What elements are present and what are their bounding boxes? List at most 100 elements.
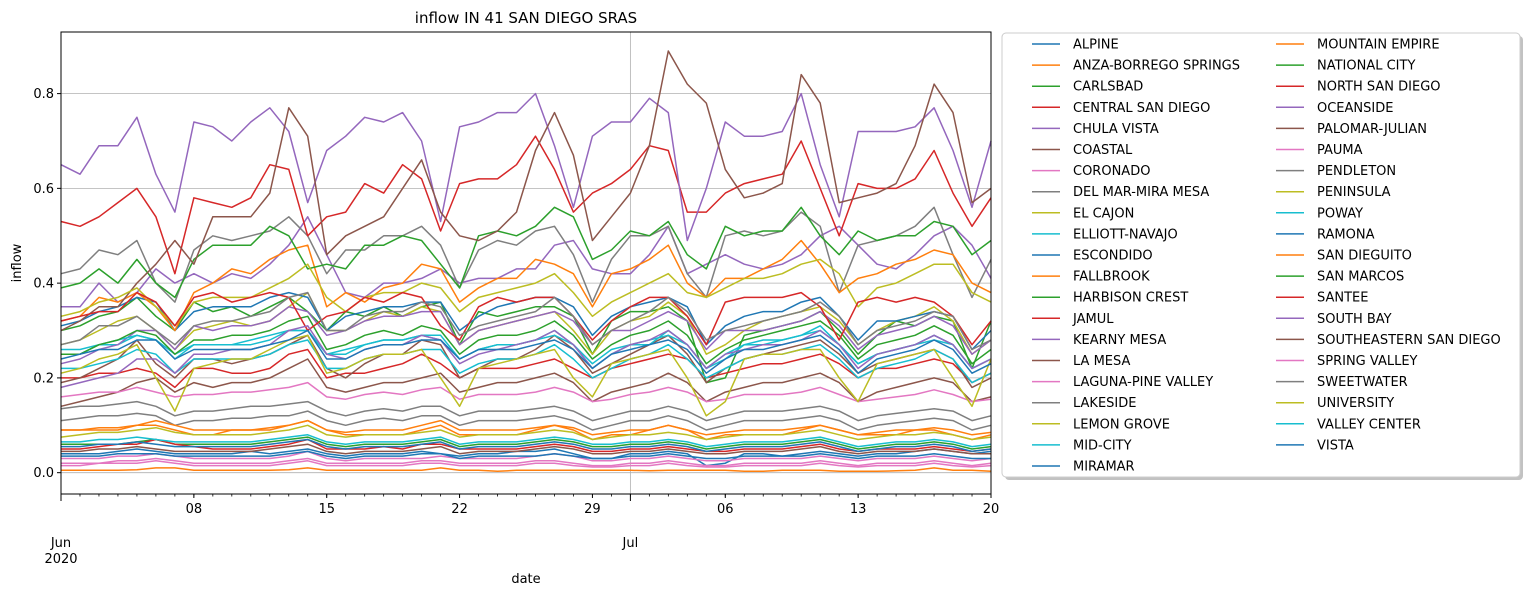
series-line-central-san-diego xyxy=(61,348,992,389)
series-line-national-city xyxy=(60,206,992,299)
y-tick-label: 0.6 xyxy=(33,182,54,197)
legend-label: VALLEY CENTER xyxy=(1317,417,1421,432)
legend-label: ESCONDIDO xyxy=(1073,249,1153,264)
x-major-tick-label: Jun xyxy=(50,536,71,551)
series-line-vista xyxy=(60,329,992,374)
legend-label: SAN MARCOS xyxy=(1317,270,1404,285)
series-line-peninsula xyxy=(60,258,992,327)
legend-label: SWEETWATER xyxy=(1317,375,1408,390)
legend-label: HARBISON CREST xyxy=(1073,291,1188,306)
x-major-tick-label: Jul xyxy=(622,536,639,551)
series-line-del-mar-mira-mesa xyxy=(60,206,992,303)
legend-label: CORONADO xyxy=(1073,164,1150,179)
legend: ALPINE ANZA-BORREGO SPRINGS CARLSBAD CENTRA… xyxy=(1001,32,1523,480)
x-tick-label: 29 xyxy=(584,502,601,517)
legend-label: SANTEE xyxy=(1317,291,1368,306)
y-tick-label: 0.8 xyxy=(33,87,54,102)
legend-label: VISTA xyxy=(1317,438,1354,453)
series-line-lemon-grove xyxy=(60,424,992,441)
x-tick-label: 13 xyxy=(850,502,867,517)
legend-label: PAUMA xyxy=(1317,143,1363,158)
legend-label: SOUTH BAY xyxy=(1317,312,1392,327)
legend-label: PENDLETON xyxy=(1317,164,1396,179)
series-line-sweetwater xyxy=(60,291,992,351)
series-line-mountain-empire xyxy=(60,239,992,332)
legend-box xyxy=(1001,32,1521,478)
legend-label: KEARNY MESA xyxy=(1073,333,1166,348)
legend-label: LAKESIDE xyxy=(1073,396,1136,411)
legend-label: RAMONA xyxy=(1317,227,1375,242)
legend-label: ELLIOTT-NAVAJO xyxy=(1073,227,1178,242)
legend-label: LAGUNA-PINE VALLEY xyxy=(1073,375,1213,390)
y-tick-label: 0.4 xyxy=(33,277,54,292)
legend-label: DEL MAR-MIRA MESA xyxy=(1073,185,1209,200)
series-line-kearny-mesa xyxy=(60,306,992,365)
series-line-university xyxy=(60,334,992,417)
legend-label: UNIVERSITY xyxy=(1317,396,1394,411)
legend-label: NORTH SAN DIEGO xyxy=(1317,80,1441,95)
series-line-pendleton xyxy=(60,400,992,422)
legend-label: JAMUL xyxy=(1072,312,1114,327)
series-lines xyxy=(60,50,992,473)
series-line-carlsbad xyxy=(60,296,992,384)
legend-label: FALLBROOK xyxy=(1073,270,1150,285)
x-axis-label: date xyxy=(511,572,540,587)
series-line-southeastern-san-diego xyxy=(61,443,991,455)
legend-label: SPRING VALLEY xyxy=(1317,354,1418,369)
series-line-harbison-crest xyxy=(61,436,992,450)
legend-label: PALOMAR-JULIAN xyxy=(1317,122,1427,137)
series-line-oceanside xyxy=(60,92,992,242)
legend-label: SOUTHEASTERN SAN DIEGO xyxy=(1317,333,1501,348)
series-line-la-mesa xyxy=(60,358,992,408)
series-line-valley-center xyxy=(61,434,992,448)
legend-label: MOUNTAIN EMPIRE xyxy=(1317,38,1440,53)
legend-label: NATIONAL CITY xyxy=(1317,59,1415,74)
series-line-coronado xyxy=(61,450,992,462)
series-line-san-dieguito xyxy=(61,419,992,436)
x-tick-label: 06 xyxy=(717,502,734,517)
legend-label: CARLSBAD xyxy=(1073,80,1143,95)
series-line-santee xyxy=(60,291,992,346)
y-tick-label: 0.2 xyxy=(33,371,54,386)
legend-label: SAN DIEGUITO xyxy=(1317,249,1412,264)
series-line-palomar-julian xyxy=(60,50,992,332)
legend-label: MID-CITY xyxy=(1073,438,1132,453)
chart-title: inflow IN 41 SAN DIEGO SRAS xyxy=(415,9,637,27)
series-line-lakeside xyxy=(60,410,992,431)
legend-label: CENTRAL SAN DIEGO xyxy=(1073,101,1210,116)
legend-label: ANZA-BORREGO SPRINGS xyxy=(1073,59,1240,74)
x-tick-label: 08 xyxy=(186,502,203,517)
legend-label: LEMON GROVE xyxy=(1073,417,1170,432)
legend-label: EL CAJON xyxy=(1073,206,1134,221)
series-line-laguna-pine-valley xyxy=(61,460,992,468)
x-tick-label: 20 xyxy=(983,502,1000,517)
series-line-spring-valley xyxy=(60,381,992,403)
x-major-tick-sublabel: 2020 xyxy=(44,552,77,567)
series-line-miramar xyxy=(61,450,991,460)
legend-label: LA MESA xyxy=(1073,354,1130,369)
series-line-north-san-diego xyxy=(60,135,992,275)
legend-label: PENINSULA xyxy=(1317,185,1391,200)
series-line-coastal xyxy=(60,334,992,389)
legend-label: COASTAL xyxy=(1073,143,1133,158)
x-tick-label: 22 xyxy=(451,502,468,517)
plot-frame xyxy=(60,31,992,495)
y-tick-label: 0.0 xyxy=(33,466,54,481)
y-axis-label: inflow xyxy=(10,243,25,282)
series-line-anza-borrego-springs xyxy=(61,467,992,473)
series-line-south-bay xyxy=(60,325,992,389)
series-line-jamul xyxy=(61,438,992,453)
legend-label: OCEANSIDE xyxy=(1317,101,1393,116)
series-line-pauma xyxy=(61,457,992,467)
series-line-ramona xyxy=(61,438,992,453)
y-axis: 0.0 0.2 0.4 0.6 0.8 xyxy=(33,87,61,481)
legend-label: CHULA VISTA xyxy=(1073,122,1159,137)
legend-label: MIRAMAR xyxy=(1073,460,1135,475)
x-tick-label: 15 xyxy=(318,502,335,517)
series-line-alpine xyxy=(61,448,992,467)
legend-label: POWAY xyxy=(1317,206,1363,221)
series-line-san-marcos xyxy=(61,315,992,365)
legend-label: ALPINE xyxy=(1073,38,1119,53)
